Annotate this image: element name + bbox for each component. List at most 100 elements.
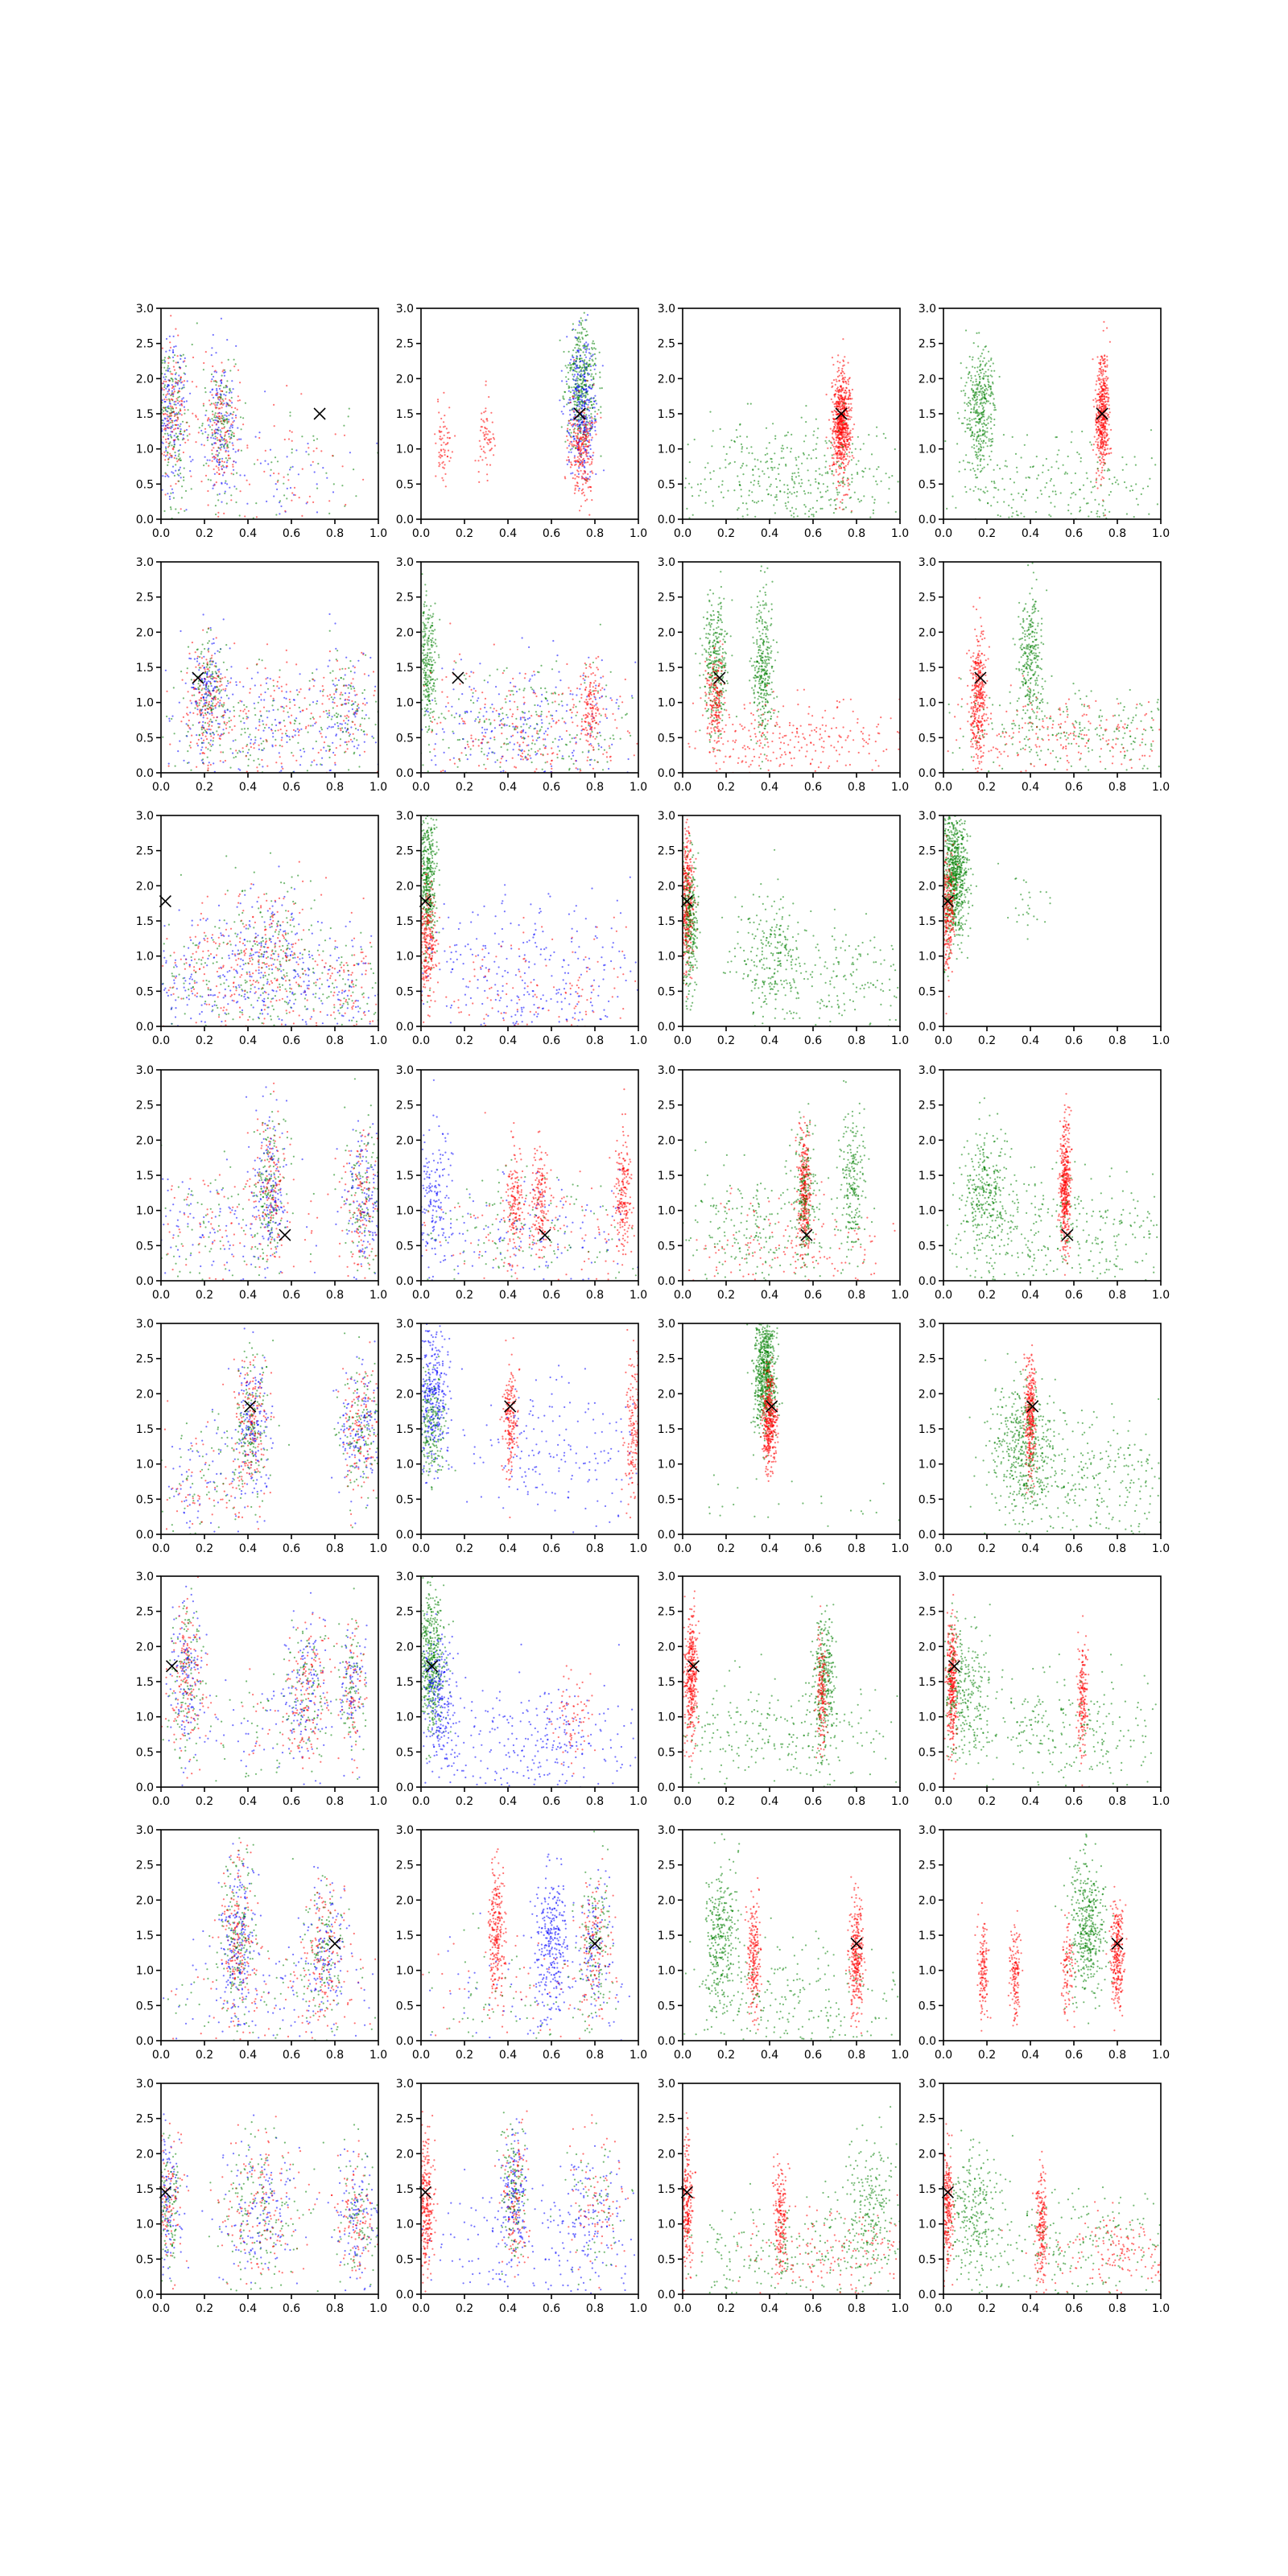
y-tick-label: 1.0	[136, 444, 154, 456]
point-green	[980, 401, 982, 403]
point-blue	[239, 751, 242, 753]
panel-r1-c3: 0.0 0.2 0.4 0.6 0.8 1.00.00.51.01.52.02.53.0	[658, 303, 909, 540]
point-green	[1044, 486, 1046, 489]
point-red	[842, 439, 845, 441]
point-blue	[601, 365, 604, 367]
point-red	[579, 455, 581, 457]
point-red	[848, 435, 850, 438]
point-green	[235, 501, 237, 504]
point-blue	[182, 437, 184, 440]
point-green	[225, 411, 228, 414]
point-green	[171, 378, 174, 381]
point-green	[1030, 466, 1032, 469]
point-red	[832, 420, 835, 423]
point-red	[588, 444, 590, 447]
point-green	[1046, 481, 1048, 485]
point-green	[208, 670, 210, 672]
point-green	[786, 434, 788, 436]
point-green	[985, 398, 987, 400]
point-red	[171, 373, 174, 375]
point-green	[1071, 493, 1073, 495]
point-red	[180, 409, 182, 412]
point-blue	[589, 448, 592, 451]
point-green	[836, 489, 838, 491]
point-green	[174, 385, 176, 387]
point-green	[804, 513, 807, 515]
point-green	[974, 485, 976, 488]
point-red	[1108, 452, 1110, 455]
point-green	[810, 492, 812, 494]
point-green	[595, 373, 597, 375]
point-green	[286, 497, 288, 500]
point-blue	[196, 708, 199, 711]
x-tick-label: 1.0	[630, 527, 647, 540]
point-blue	[574, 414, 577, 416]
point-green	[204, 386, 206, 390]
point-green	[588, 365, 590, 368]
point-blue	[228, 391, 230, 394]
point-blue	[593, 368, 596, 370]
point-red	[1102, 451, 1104, 453]
point-green	[206, 439, 209, 441]
point-green	[169, 441, 171, 444]
point-green	[191, 343, 193, 346]
point-red	[273, 403, 275, 406]
point-green	[993, 482, 996, 485]
point-green	[211, 671, 213, 673]
point-blue	[192, 683, 195, 686]
point-green	[585, 402, 588, 406]
point-red	[848, 444, 850, 446]
point-green	[963, 390, 965, 392]
point-red	[586, 379, 588, 382]
point-green	[580, 332, 583, 335]
point-red	[249, 691, 251, 694]
point-green	[591, 404, 593, 407]
point-red	[832, 432, 834, 435]
point-green	[1051, 490, 1054, 493]
point-blue	[177, 750, 180, 753]
point-blue	[591, 419, 593, 422]
point-red	[844, 458, 847, 460]
point-blue	[233, 485, 236, 488]
point-red	[167, 458, 170, 461]
point-red	[840, 441, 842, 444]
point-green	[768, 476, 770, 478]
point-green	[758, 500, 760, 502]
point-green	[974, 374, 976, 377]
point-green	[814, 478, 817, 481]
point-red	[845, 382, 848, 385]
point-red	[474, 460, 477, 462]
point-green	[197, 688, 200, 691]
point-blue	[169, 434, 171, 436]
point-green	[972, 342, 975, 345]
point-green	[229, 441, 231, 444]
point-blue	[594, 429, 597, 432]
point-red	[836, 386, 839, 389]
point-red	[176, 416, 179, 419]
point-blue	[297, 473, 299, 476]
point-red	[194, 651, 196, 654]
point-blue	[590, 355, 592, 357]
point-green	[980, 458, 982, 461]
x-tick-label: 0.8	[848, 527, 865, 540]
point-red	[281, 690, 283, 692]
point-red	[572, 431, 576, 434]
point-green	[894, 510, 897, 514]
point-red	[1098, 407, 1100, 410]
point-blue	[185, 400, 188, 402]
point-red	[206, 661, 208, 664]
point-red	[441, 437, 444, 440]
point-blue	[363, 733, 365, 736]
point-green	[287, 473, 289, 476]
point-green	[970, 411, 972, 414]
point-blue	[568, 444, 571, 447]
point-blue	[596, 402, 598, 405]
point-blue	[278, 687, 280, 690]
point-red	[320, 450, 323, 452]
point-green	[815, 470, 817, 473]
point-red	[588, 439, 591, 441]
point-blue	[226, 339, 229, 341]
point-red	[851, 398, 853, 400]
point-red	[1100, 370, 1103, 373]
point-green	[722, 496, 724, 499]
